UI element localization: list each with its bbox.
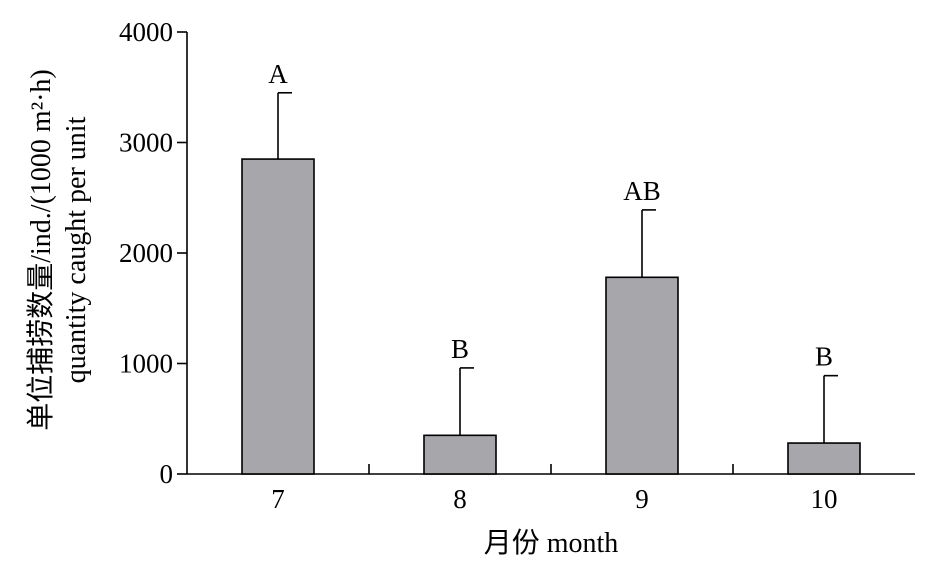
y-tick-label: 3000 [119, 128, 173, 158]
y-axis-title-line2: quantity caught per unit [61, 116, 92, 383]
y-tick-label: 4000 [119, 17, 173, 47]
x-tick-label: 7 [271, 484, 285, 514]
y-tick-label: 0 [160, 459, 174, 489]
x-axis-title: 月份 month [484, 527, 619, 559]
bars [241, 158, 861, 475]
y-tick-label: 2000 [119, 238, 173, 268]
significance-label: A [268, 59, 288, 89]
bar [605, 276, 679, 475]
y-axis-title-line1: 单位捕捞数量/ind./(1000 m²·h) [25, 69, 57, 431]
bar [423, 434, 497, 475]
bar [241, 158, 315, 475]
x-tick-label: 10 [811, 484, 838, 514]
error-bars [277, 91, 838, 444]
significance-label: B [451, 334, 469, 364]
y-tick-label: 1000 [119, 349, 173, 379]
significance-label: AB [623, 176, 661, 206]
significance-label: B [815, 342, 833, 372]
bar [787, 442, 861, 475]
y-axis: 0 1000 2000 3000 4000 [119, 17, 188, 489]
x-tick-label: 9 [635, 484, 649, 514]
y-axis-title: 单位捕捞数量/ind./(1000 m²·h) quantity caught … [25, 69, 92, 431]
x-tick-label: 8 [453, 484, 467, 514]
